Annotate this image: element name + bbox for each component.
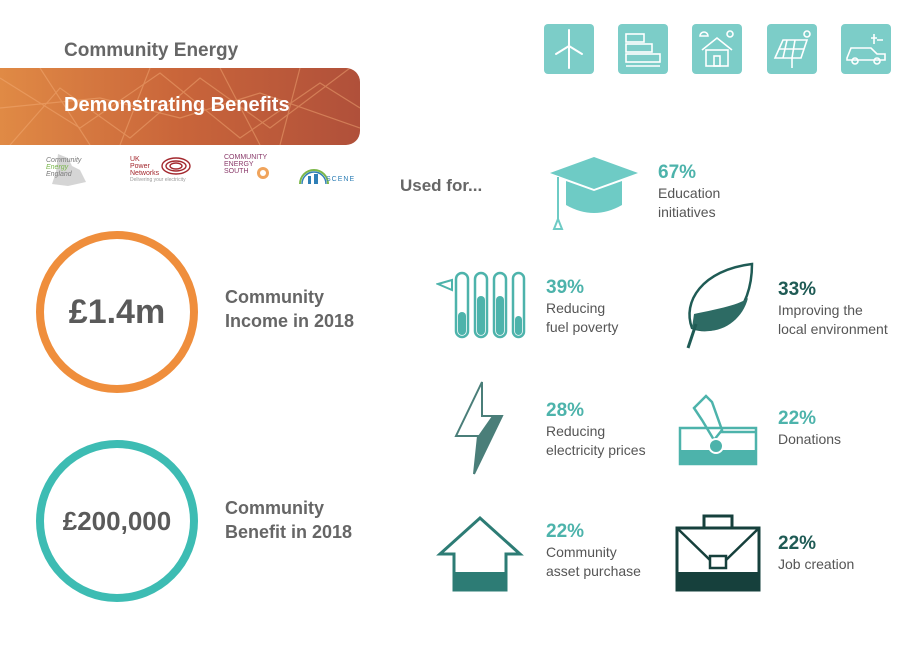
asset-pct: 22% — [546, 521, 585, 542]
donations-pct: 22% — [778, 408, 817, 429]
banner: Demonstrating Benefits — [0, 68, 360, 145]
electricity-pct: 28% — [546, 400, 585, 421]
community-house-icon — [692, 24, 742, 74]
education-pct: 67% — [658, 162, 697, 183]
house-arrow-icon — [436, 515, 524, 592]
wind-turbine-icon — [544, 24, 594, 74]
use-asset: 22% Community asset purchase — [546, 521, 641, 579]
community-energy-south-logo: COMMUNITY ENERGY SOUTH — [224, 152, 272, 188]
lightning-icon — [454, 381, 504, 475]
benefit-value: £200,000 — [62, 505, 172, 536]
income-value: £1.4m — [68, 292, 166, 331]
power-waves-icon — [161, 157, 191, 175]
use-donations: 22% Donations — [778, 408, 842, 447]
page-title: Community Energy — [64, 40, 239, 61]
thermometer-icon — [436, 271, 526, 339]
income-ring: £1.4m — [36, 231, 198, 393]
use-fuel-poverty: 39% Reducing fuel poverty — [546, 277, 619, 335]
use-jobs: 22% Job creation — [778, 533, 855, 572]
used-for-heading: Used for... — [400, 176, 483, 195]
community-energy-england-logo: Community Energy England — [38, 152, 94, 188]
environment-pct: 33% — [778, 279, 817, 300]
energy-rating-icon — [618, 24, 668, 74]
income-label: Community Income in 2018 — [225, 287, 355, 331]
benefit-ring: £200,000 — [36, 440, 198, 602]
fuel-poverty-pct: 39% — [546, 277, 585, 298]
solar-panel-icon — [767, 24, 817, 74]
jobs-pct: 22% — [778, 533, 817, 554]
donation-box-icon — [678, 394, 758, 466]
use-education: 67% Education initiatives — [658, 162, 721, 220]
use-environment: 33% Improving the local environment — [778, 279, 888, 337]
scene-arc-icon — [299, 169, 329, 185]
electric-car-icon — [841, 24, 891, 74]
banner-title: Demonstrating Benefits — [64, 94, 290, 116]
leaf-icon — [686, 262, 754, 349]
uk-power-networks-logo: UK Power Networks Delivering your electr… — [130, 152, 194, 188]
swirl-icon — [257, 167, 269, 179]
banner-pattern — [0, 68, 360, 145]
graduation-cap-icon — [550, 157, 638, 230]
briefcase-icon — [675, 514, 761, 592]
use-electricity: 28% Reducing electricity prices — [546, 400, 646, 458]
benefit-label: Community Benefit in 2018 — [225, 498, 353, 542]
england-map-icon — [52, 154, 86, 186]
scene-logo: SCENE — [296, 152, 360, 188]
